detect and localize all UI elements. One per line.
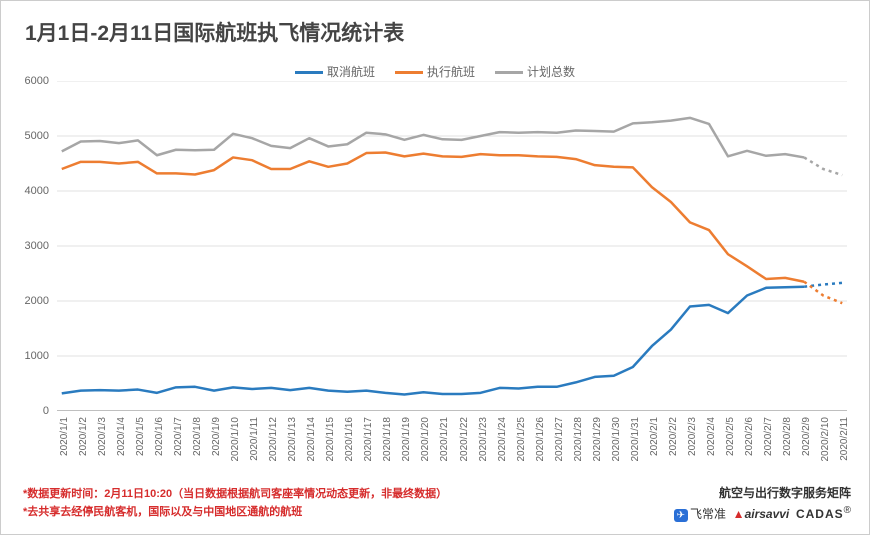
x-tick-label: 2020/1/3 [97, 417, 108, 456]
x-tick-label: 2020/1/20 [420, 417, 431, 462]
x-tick-label: 2020/2/5 [725, 417, 736, 456]
y-tick-label: 5000 [25, 130, 49, 142]
legend-swatch [495, 71, 523, 74]
x-tick-label: 2020/1/22 [459, 417, 470, 462]
legend-label: 计划总数 [527, 65, 575, 79]
y-tick-label: 4000 [25, 185, 49, 197]
legend-label: 执行航班 [427, 65, 475, 79]
x-tick-label: 2020/1/12 [268, 417, 279, 462]
footnotes: *数据更新时间：2月11日10:20（当日数据根据航司客座率情况动态更新，非最终… [23, 485, 447, 522]
x-tick-label: 2020/1/27 [554, 417, 565, 462]
x-tick-label: 2020/1/2 [78, 417, 89, 456]
logo-1: 飞常准 [690, 507, 726, 521]
x-tick-label: 2020/1/18 [382, 417, 393, 462]
x-tick-label: 2020/1/14 [306, 417, 317, 462]
x-tick-label: 2020/1/31 [630, 417, 641, 462]
x-tick-label: 2020/2/1 [649, 417, 660, 456]
x-tick-label: 2020/1/9 [211, 417, 222, 456]
x-tick-label: 2020/2/7 [763, 417, 774, 456]
x-tick-label: 2020/1/16 [344, 417, 355, 462]
legend-item: 执行航班 [395, 63, 475, 80]
x-tick-label: 2020/1/13 [287, 417, 298, 462]
chart-title: 1月1日-2月11日国际航班执飞情况统计表 [25, 17, 404, 47]
x-tick-label: 2020/1/23 [478, 417, 489, 462]
footer-right: 航空与出行数字服务矩阵 ✈飞常准 ▲airsavvi CADAS® [674, 484, 851, 522]
logo-badge-icon: ✈ [674, 509, 688, 522]
y-tick-label: 1000 [25, 350, 49, 362]
logo-2: airsavvi [745, 507, 790, 521]
x-axis-labels: 2020/1/1 2020/1/2 2020/1/3 2020/1/4 2020/1/5… [57, 413, 847, 473]
x-tick-label: 2020/2/3 [687, 417, 698, 456]
x-tick-label: 2020/1/10 [230, 417, 241, 462]
x-tick-label: 2020/1/4 [116, 417, 127, 456]
legend-item: 计划总数 [495, 63, 575, 80]
x-tick-label: 2020/1/30 [611, 417, 622, 462]
footnote-2: *去共享去经停民航客机，国际以及与中国地区通航的航班 [23, 503, 447, 522]
chart-svg [57, 81, 847, 411]
legend-item: 取消航班 [295, 63, 375, 80]
y-tick-label: 3000 [25, 240, 49, 252]
x-tick-label: 2020/2/11 [839, 417, 850, 461]
footer-logos: ✈飞常准 ▲airsavvi CADAS® [674, 505, 851, 522]
footer-title: 航空与出行数字服务矩阵 [674, 484, 851, 501]
x-tick-label: 2020/1/11 [249, 417, 260, 461]
y-tick-label: 6000 [25, 75, 49, 87]
x-tick-label: 2020/1/28 [573, 417, 584, 462]
y-tick-label: 2000 [25, 295, 49, 307]
y-axis-labels: 0100020003000400050006000 [1, 81, 53, 411]
legend-swatch [395, 71, 423, 74]
x-tick-label: 2020/2/9 [801, 417, 812, 456]
x-tick-label: 2020/1/15 [325, 417, 336, 462]
legend-label: 取消航班 [327, 65, 375, 79]
x-tick-label: 2020/1/1 [59, 417, 70, 456]
x-tick-label: 2020/1/24 [497, 417, 508, 462]
x-tick-label: 2020/1/19 [401, 417, 412, 462]
x-tick-label: 2020/2/4 [706, 417, 717, 456]
legend: 取消航班 执行航班 计划总数 [1, 63, 869, 80]
x-tick-label: 2020/1/8 [192, 417, 203, 456]
legend-swatch [295, 71, 323, 74]
chart-plot-area [57, 81, 847, 411]
x-tick-label: 2020/1/29 [592, 417, 603, 462]
x-tick-label: 2020/1/21 [439, 417, 450, 462]
x-tick-label: 2020/2/2 [668, 417, 679, 456]
x-tick-label: 2020/2/8 [782, 417, 793, 456]
x-tick-label: 2020/1/7 [173, 417, 184, 456]
y-tick-label: 0 [43, 405, 49, 417]
x-tick-label: 2020/1/26 [535, 417, 546, 462]
x-tick-label: 2020/1/25 [516, 417, 527, 462]
logo-3: CADAS [796, 507, 844, 521]
x-tick-label: 2020/2/10 [820, 417, 831, 462]
footnote-1: *数据更新时间：2月11日10:20（当日数据根据航司客座率情况动态更新，非最终… [23, 485, 447, 504]
x-tick-label: 2020/1/5 [135, 417, 146, 456]
x-tick-label: 2020/1/6 [154, 417, 165, 456]
chart-container: 1月1日-2月11日国际航班执飞情况统计表 取消航班 执行航班 计划总数 0 1000… [0, 0, 870, 535]
x-tick-label: 2020/2/6 [744, 417, 755, 456]
x-tick-label: 2020/1/17 [363, 417, 374, 462]
